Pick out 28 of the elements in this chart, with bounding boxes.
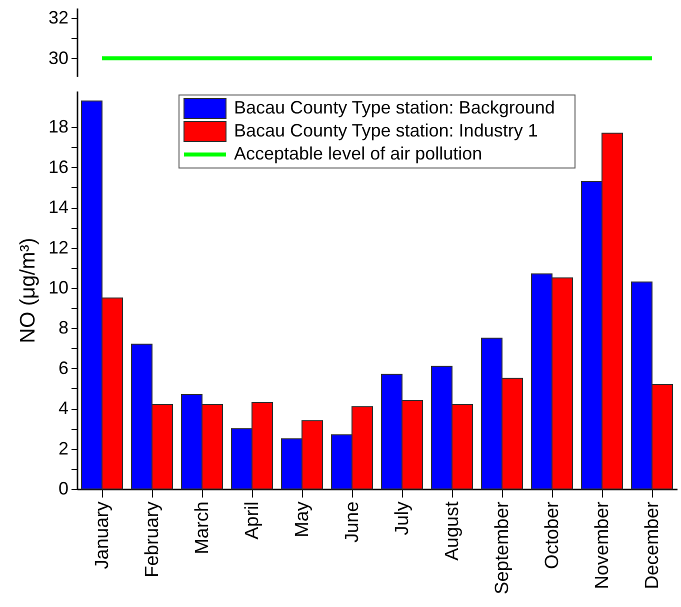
y-tick-label: 30 [48, 48, 68, 68]
y-tick-label: 12 [48, 237, 68, 258]
y-tick-label: 32 [48, 8, 68, 28]
legend-label: Bacau County Type station: Background [234, 98, 555, 118]
y-tick-label: 16 [48, 156, 68, 177]
x-tick-label: January [92, 500, 113, 570]
y-tick-label: 4 [58, 398, 68, 418]
x-tick-label: May [292, 500, 313, 538]
y-tick-label: 2 [58, 438, 68, 458]
y-axis-title: NO (μg/m³) [16, 238, 40, 344]
x-tick-label: February [142, 500, 163, 578]
x-tick-label: November [592, 500, 613, 590]
y-tick-label: 18 [48, 116, 68, 137]
legend-label: Acceptable level of air pollution [234, 144, 482, 164]
y-tick-label: 6 [58, 358, 68, 378]
y-tick-label: 10 [48, 277, 68, 298]
legend-label: Bacau County Type station: Industry 1 [234, 120, 538, 140]
x-tick-label: July [392, 500, 413, 536]
x-tick-label: October [542, 500, 563, 570]
x-tick-label: March [192, 501, 213, 554]
x-tick-label: April [242, 501, 263, 540]
x-tick-label: December [642, 500, 663, 590]
x-tick-label: August [442, 500, 463, 561]
y-tick-label: 8 [58, 318, 68, 338]
y-tick-label: 14 [48, 197, 68, 218]
x-tick-label: September [492, 500, 513, 594]
x-tick-label: June [342, 501, 363, 543]
y-tick-label: 0 [58, 478, 68, 498]
